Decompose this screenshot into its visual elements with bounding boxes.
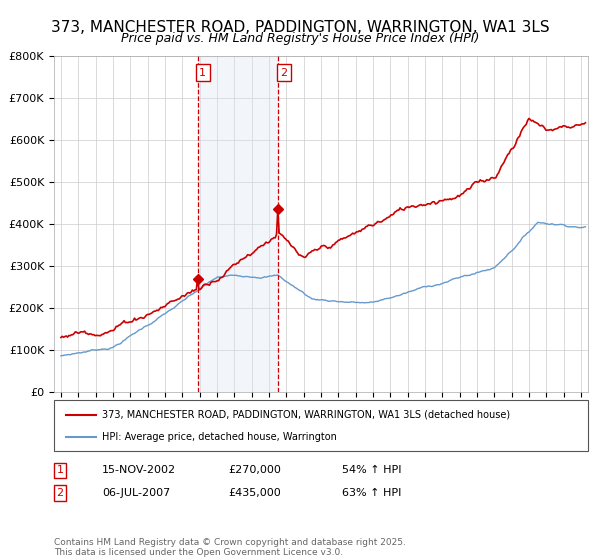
Text: 06-JUL-2007: 06-JUL-2007 [102, 488, 170, 498]
Text: £270,000: £270,000 [228, 465, 281, 475]
Text: 2: 2 [56, 488, 64, 498]
Text: 1: 1 [199, 68, 206, 78]
Bar [197, 56, 278, 392]
Text: 373, MANCHESTER ROAD, PADDINGTON, WARRINGTON, WA1 3LS: 373, MANCHESTER ROAD, PADDINGTON, WARRIN… [50, 20, 550, 35]
Text: 1: 1 [56, 465, 64, 475]
Text: HPI: Average price, detached house, Warrington: HPI: Average price, detached house, Warr… [102, 432, 337, 442]
Text: 373, MANCHESTER ROAD, PADDINGTON, WARRINGTON, WA1 3LS (detached house): 373, MANCHESTER ROAD, PADDINGTON, WARRIN… [102, 409, 510, 419]
Text: 2: 2 [280, 68, 287, 78]
Text: £435,000: £435,000 [228, 488, 281, 498]
Text: 63% ↑ HPI: 63% ↑ HPI [342, 488, 401, 498]
Text: Contains HM Land Registry data © Crown copyright and database right 2025.
This d: Contains HM Land Registry data © Crown c… [54, 538, 406, 557]
Text: Price paid vs. HM Land Registry's House Price Index (HPI): Price paid vs. HM Land Registry's House … [121, 32, 479, 45]
Text: 15-NOV-2002: 15-NOV-2002 [102, 465, 176, 475]
Text: 54% ↑ HPI: 54% ↑ HPI [342, 465, 401, 475]
